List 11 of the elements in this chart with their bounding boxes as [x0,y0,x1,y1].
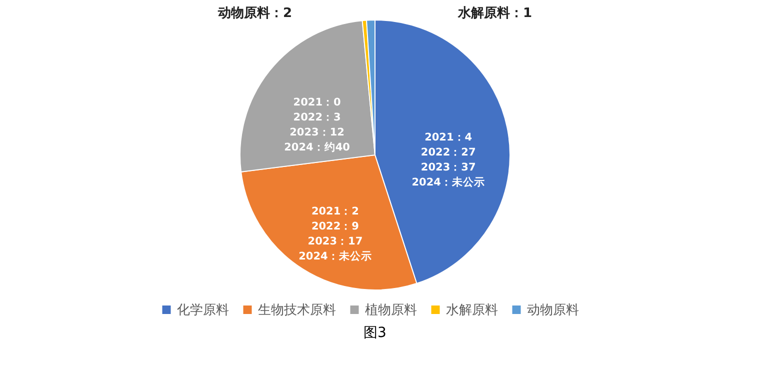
text: 动物原料：2 [216,6,292,21]
caption: 图3 [364,325,386,341]
text: 2021：2 2022：9 2023：17 2024：未公示 [298,206,372,263]
legend-label: 化学原料 [177,302,229,318]
text: 水解原料：1 [456,6,532,21]
text: 2021：4 2022：27 2023：37 2024：未公示 [412,131,485,188]
legend-label: 动物原料 [527,302,579,318]
legend-label: 植物原料 [365,302,417,318]
legend-label: 生物技术原料 [258,302,336,318]
text: 2021：0 2022：3 2023：12 2024：约40 [284,96,350,154]
legend-label: 水解原料 [446,302,498,318]
